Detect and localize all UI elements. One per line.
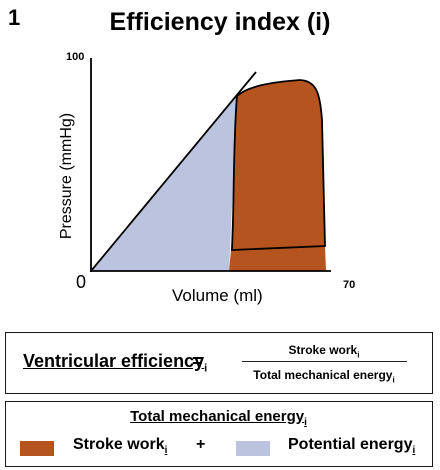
x-axis-label: Volume (ml) [172,286,263,305]
legend-box: Total mechanical energyi Stroke worki + … [5,401,433,467]
equals-sign: = [192,351,203,371]
espvr-line [90,71,257,272]
stroke-work-legend-label: Stroke worki [73,436,168,457]
figure-title: Efficiency index (i) [109,8,331,36]
fraction-bar [242,361,407,362]
fraction-numerator: Stroke worki [288,343,360,360]
y-axis-label: Pressure (mmHg) [58,112,75,240]
y-max-tick-label: 100 [66,51,85,63]
legend-plus-sign: + [196,436,206,453]
stroke-work-loop [229,80,326,271]
fraction-denominator: Total mechanical energyi [253,368,395,385]
pressure-volume-diagram [90,58,331,272]
figure-number: 1 [8,5,21,30]
stroke-work-swatch [20,441,54,456]
legend-title: Total mechanical energyi [130,408,307,428]
equation-lhs: Ventricular efficiencyi [23,351,208,375]
efficiency-equation-box: Ventricular efficiencyi = Stroke worki T… [5,332,433,394]
potential-energy-swatch [236,441,270,456]
potential-energy-legend-label: Potential energyi [288,436,416,457]
x-max-tick-label: 70 [343,279,356,291]
pv-loop-outline [231,79,326,251]
origin-tick-label: 0 [76,272,87,292]
